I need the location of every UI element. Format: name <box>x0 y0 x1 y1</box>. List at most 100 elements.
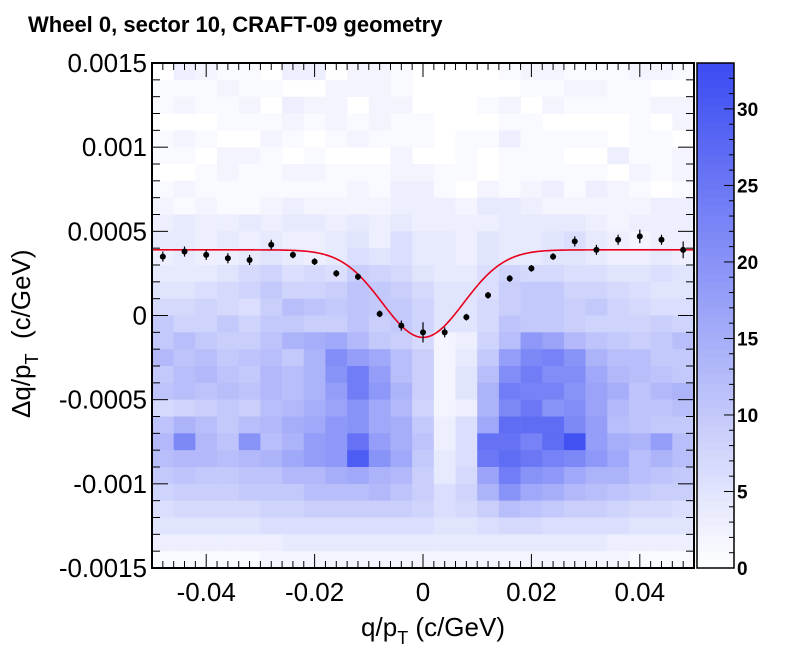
heatmap-cell <box>195 180 218 198</box>
heatmap-cell <box>672 382 695 400</box>
color-scale-band <box>697 357 734 367</box>
heatmap-cell <box>347 197 370 215</box>
heatmap-cell <box>585 164 608 182</box>
profile-point <box>420 329 426 336</box>
heatmap-cell <box>628 500 651 518</box>
heatmap-cell <box>628 382 651 400</box>
heatmap-cell <box>455 231 478 249</box>
heatmap-cell <box>303 265 326 283</box>
x-tick-label: -0.04 <box>177 577 236 607</box>
heatmap-cell <box>650 416 673 434</box>
heatmap-cell <box>282 197 305 215</box>
heatmap-cell <box>520 130 543 148</box>
color-scale-band <box>697 231 734 241</box>
color-scale-band <box>697 483 734 493</box>
heatmap-cell <box>412 248 435 266</box>
heatmap-cell <box>347 248 370 266</box>
chart-title: Wheel 0, sector 10, CRAFT-09 geometry <box>28 12 443 37</box>
color-scale-band <box>697 290 734 300</box>
profile-point <box>680 246 687 253</box>
profile-point <box>268 241 275 248</box>
heatmap-cell <box>347 332 370 350</box>
heatmap-cell <box>412 534 435 552</box>
color-scale-band <box>697 374 734 384</box>
heatmap-cell <box>542 366 565 384</box>
color-scale-band <box>697 248 734 258</box>
heatmap-cell <box>628 315 651 333</box>
heatmap-cell <box>585 298 608 316</box>
heatmap-cell <box>455 130 478 148</box>
heatmap-cell <box>260 433 283 451</box>
heatmap-cell <box>152 551 174 569</box>
heatmap-cell <box>260 349 283 367</box>
heatmap-cell <box>607 96 630 114</box>
heatmap-cell <box>260 164 283 182</box>
color-scale-band <box>697 239 734 249</box>
heatmap-cell <box>585 399 608 417</box>
heatmap-cells <box>152 63 695 569</box>
heatmap-cell <box>390 96 413 114</box>
heatmap-cell <box>563 382 586 400</box>
heatmap-cell <box>650 483 673 501</box>
heatmap-cell <box>628 130 651 148</box>
heatmap-cell <box>520 332 543 350</box>
heatmap-cell <box>173 63 196 81</box>
heatmap-cell <box>412 265 435 283</box>
heatmap-cell <box>650 517 673 535</box>
heatmap-cell <box>607 332 630 350</box>
heatmap-cell <box>477 349 500 367</box>
color-scale-band <box>697 391 734 401</box>
heatmap-cell <box>563 130 586 148</box>
heatmap-cell <box>152 197 174 215</box>
heatmap-cell <box>217 349 240 367</box>
heatmap-cell <box>585 366 608 384</box>
heatmap-cell <box>325 382 348 400</box>
heatmap-cell <box>498 214 521 232</box>
heatmap-cell <box>217 113 240 131</box>
heatmap-cell <box>585 382 608 400</box>
heatmap-cell <box>498 467 521 485</box>
heatmap-cell <box>217 231 240 249</box>
heatmap-cell <box>542 130 565 148</box>
heatmap-cell <box>390 551 413 569</box>
heatmap-cell <box>347 164 370 182</box>
heatmap-cell <box>390 180 413 198</box>
heatmap-cell <box>238 265 261 283</box>
heatmap-cell <box>542 416 565 434</box>
x-axis-label: q/pT (c/GeV) <box>361 612 505 648</box>
heatmap-cell <box>412 366 435 384</box>
heatmap-cell <box>217 399 240 417</box>
heatmap-cell <box>433 534 456 552</box>
heatmap-cell <box>238 399 261 417</box>
heatmap-cell <box>217 467 240 485</box>
profile-point <box>311 258 318 265</box>
heatmap-cell <box>650 298 673 316</box>
y-tick-label: -0.0005 <box>59 385 147 415</box>
heatmap-cell <box>390 332 413 350</box>
heatmap-cell <box>628 433 651 451</box>
heatmap-cell <box>217 265 240 283</box>
color-scale-band <box>697 509 734 518</box>
heatmap-cell <box>498 382 521 400</box>
heatmap-cell <box>542 551 565 569</box>
heatmap-cell <box>585 281 608 299</box>
heatmap-cell <box>607 147 630 165</box>
heatmap-cell <box>542 79 565 97</box>
heatmap-cell <box>563 298 586 316</box>
heatmap-cell <box>347 483 370 501</box>
heatmap-cell <box>325 332 348 350</box>
heatmap-cell <box>260 399 283 417</box>
color-scale-band <box>697 408 734 417</box>
heatmap-cell <box>455 450 478 468</box>
heatmap-cell <box>173 298 196 316</box>
heatmap-cell <box>347 214 370 232</box>
heatmap-cell <box>498 130 521 148</box>
heatmap-cell <box>455 433 478 451</box>
heatmap-cell <box>325 164 348 182</box>
heatmap-cell <box>303 248 326 266</box>
heatmap-cell <box>390 113 413 131</box>
heatmap-cell <box>173 366 196 384</box>
heatmap-cell <box>672 96 695 114</box>
profile-point <box>159 253 166 260</box>
heatmap-cell <box>477 500 500 518</box>
